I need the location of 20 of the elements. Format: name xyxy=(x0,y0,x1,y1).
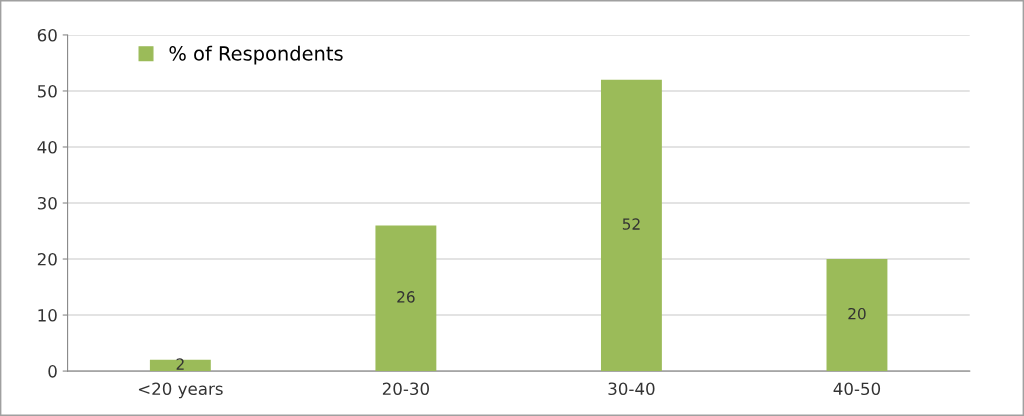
y-tick-label: 30 xyxy=(37,196,57,210)
x-tick-label: 20-30 xyxy=(382,382,429,396)
y-tick-label: 0 xyxy=(48,365,57,378)
x-tick-label: 30-40 xyxy=(608,382,655,396)
data-label: 26 xyxy=(397,291,415,303)
x-tick-label: <20 years xyxy=(138,382,223,399)
y-tick-label: 60 xyxy=(37,28,57,42)
bar xyxy=(826,259,888,372)
y-tick-label: 20 xyxy=(37,252,57,266)
y-tick-label: 10 xyxy=(38,309,57,322)
x-tick-label: 40-50 xyxy=(833,382,881,396)
y-tick-label: 50 xyxy=(37,84,57,98)
data-label: 20 xyxy=(848,307,866,320)
data-label: 2 xyxy=(176,358,184,370)
bar xyxy=(600,79,662,372)
bar xyxy=(375,225,437,372)
bar xyxy=(149,359,211,372)
legend-label: % of Respondents xyxy=(169,45,343,65)
y-tick-label: 40 xyxy=(37,140,57,154)
data-label: 52 xyxy=(622,218,640,230)
